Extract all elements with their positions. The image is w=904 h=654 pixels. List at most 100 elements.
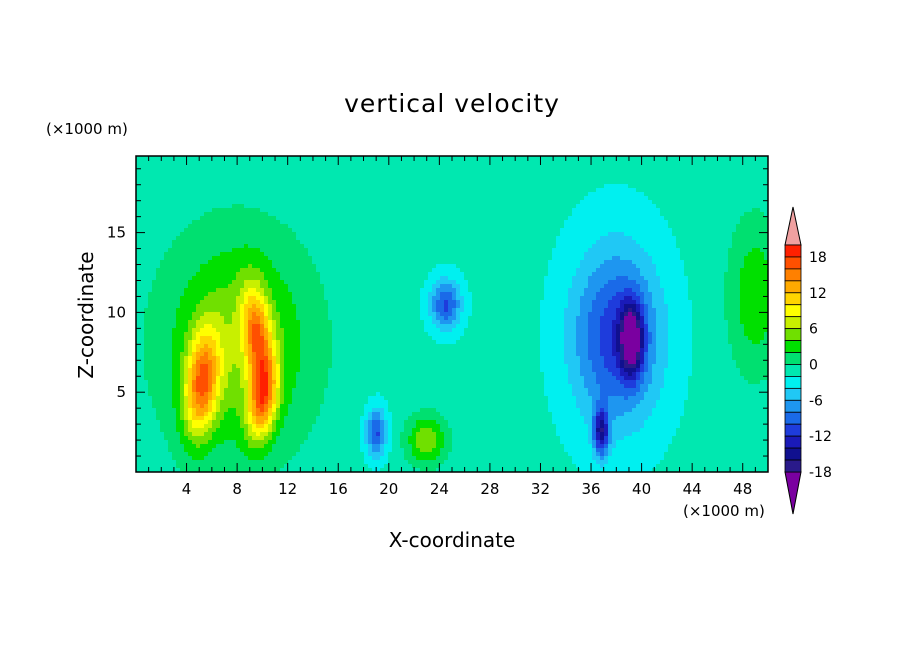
field-cell	[440, 272, 445, 277]
field-cell	[240, 280, 245, 285]
field-cell	[320, 192, 325, 197]
field-cell	[204, 172, 209, 177]
field-cell	[252, 232, 257, 237]
field-cell	[708, 196, 713, 201]
field-cell	[480, 248, 485, 253]
field-cell	[572, 216, 577, 221]
field-cell	[752, 184, 757, 189]
field-cell	[380, 280, 385, 285]
field-cell	[288, 236, 293, 241]
field-cell	[296, 272, 301, 277]
field-cell	[540, 180, 545, 185]
field-cell	[284, 208, 289, 213]
field-cell	[268, 196, 273, 201]
field-cell	[656, 168, 661, 173]
field-cell	[296, 184, 301, 189]
field-cell	[208, 260, 213, 265]
field-cell	[432, 248, 437, 253]
field-cell	[600, 256, 605, 261]
field-cell	[712, 196, 717, 201]
field-cell	[692, 196, 697, 201]
field-cell	[448, 192, 453, 197]
field-cell	[464, 252, 469, 257]
field-cell	[380, 180, 385, 185]
field-cell	[324, 264, 329, 269]
field-cell	[256, 228, 261, 233]
field-cell	[716, 184, 721, 189]
field-cell	[216, 244, 221, 249]
field-cell	[448, 252, 453, 257]
field-cell	[576, 220, 581, 225]
field-cell	[652, 244, 657, 249]
field-cell	[708, 212, 713, 217]
field-cell	[696, 168, 701, 173]
field-cell	[404, 184, 409, 189]
field-cell	[668, 164, 673, 169]
field-cell	[464, 176, 469, 181]
field-cell	[684, 200, 689, 205]
field-cell	[604, 192, 609, 197]
field-cell	[184, 268, 189, 273]
field-cell	[544, 160, 549, 165]
field-cell	[436, 212, 441, 217]
field-cell	[564, 212, 569, 217]
field-cell	[376, 220, 381, 225]
field-cell	[512, 196, 517, 201]
field-cell	[680, 240, 685, 245]
field-cell	[328, 276, 333, 281]
field-cell	[240, 208, 245, 213]
field-cell	[176, 276, 181, 281]
field-cell	[696, 160, 701, 165]
field-cell	[620, 216, 625, 221]
field-cell	[604, 168, 609, 173]
field-cell	[340, 240, 345, 245]
field-cell	[372, 268, 377, 273]
field-cell	[436, 264, 441, 269]
field-cell	[704, 228, 709, 233]
field-cell	[344, 168, 349, 173]
field-cell	[352, 160, 357, 165]
field-cell	[496, 272, 501, 277]
field-cell	[164, 240, 169, 245]
field-cell	[204, 240, 209, 245]
field-cell	[408, 276, 413, 281]
field-cell	[632, 276, 637, 281]
field-cell	[492, 276, 497, 281]
field-cell	[632, 220, 637, 225]
field-cell	[396, 156, 401, 161]
field-cell	[392, 196, 397, 201]
field-cell	[536, 232, 541, 237]
field-cell	[432, 260, 437, 265]
field-cell	[432, 156, 437, 161]
field-cell	[652, 240, 657, 245]
field-cell	[468, 252, 473, 257]
field-cell	[400, 172, 405, 177]
field-cell	[352, 248, 357, 253]
field-cell	[480, 188, 485, 193]
field-cell	[276, 216, 281, 221]
field-cell	[708, 200, 713, 205]
field-cell	[624, 172, 629, 177]
field-cell	[708, 192, 713, 197]
field-cell	[584, 192, 589, 197]
field-cell	[148, 232, 153, 237]
field-cell	[476, 196, 481, 201]
field-cell	[472, 272, 477, 277]
field-cell	[216, 276, 221, 281]
field-cell	[496, 216, 501, 221]
field-cell	[520, 228, 525, 233]
field-cell	[224, 188, 229, 193]
field-cell	[628, 260, 633, 265]
field-cell	[248, 176, 253, 181]
field-cell	[548, 252, 553, 257]
field-cell	[728, 276, 733, 281]
field-cell	[140, 200, 145, 205]
field-cell	[568, 232, 573, 237]
field-cell	[684, 252, 689, 257]
field-cell	[536, 264, 541, 269]
field-cell	[452, 244, 457, 249]
field-cell	[260, 240, 265, 245]
field-cell	[204, 180, 209, 185]
field-cell	[476, 240, 481, 245]
field-cell	[356, 268, 361, 273]
